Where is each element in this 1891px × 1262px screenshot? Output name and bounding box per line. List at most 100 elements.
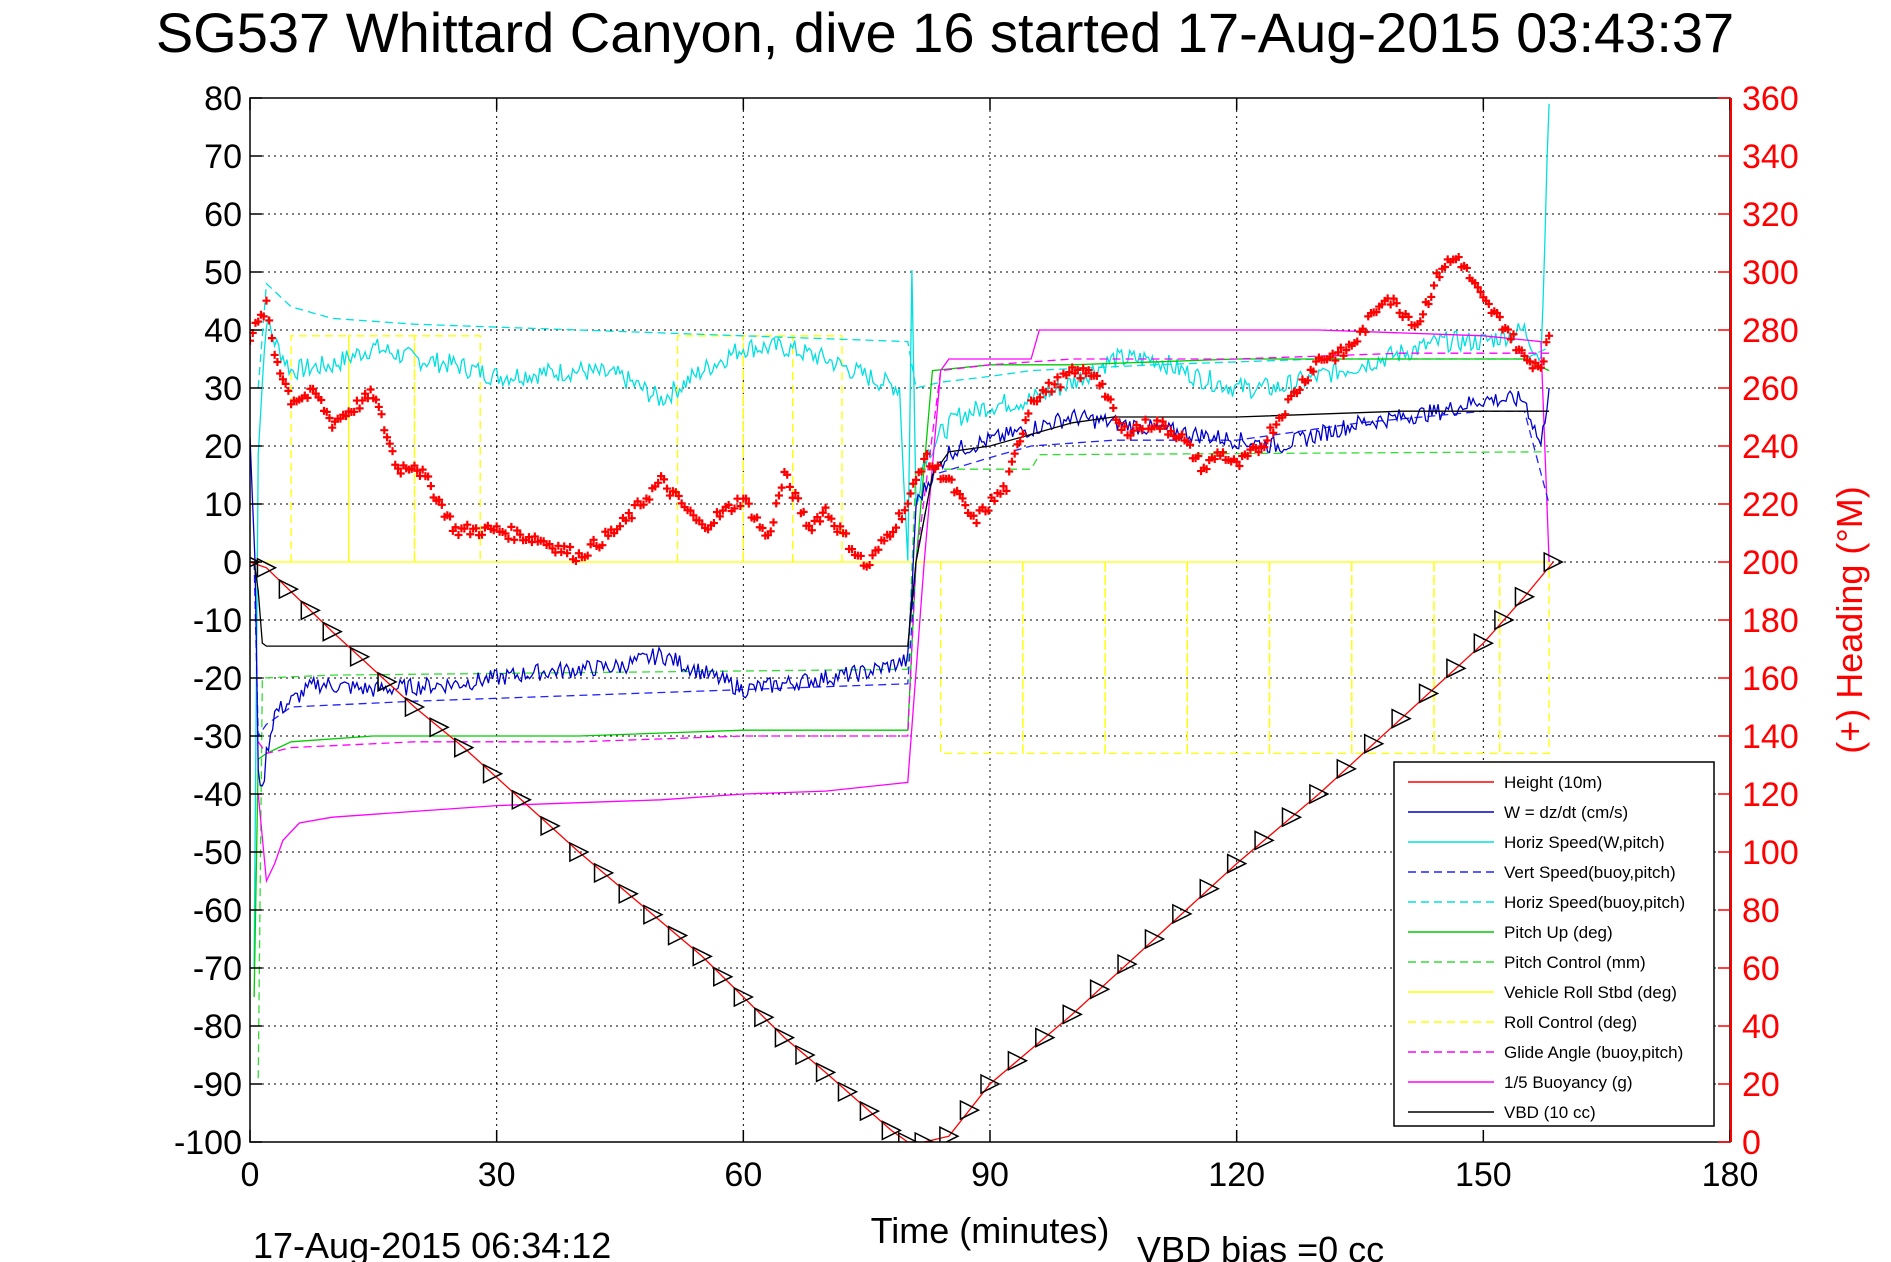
heading-marker — [410, 461, 419, 470]
heading-marker — [1392, 299, 1401, 308]
y2-tick-label: 280 — [1742, 312, 1799, 350]
roll-control-segment — [348, 335, 416, 562]
heading-marker — [686, 506, 695, 515]
heading-marker — [886, 532, 895, 541]
y-tick-label: -30 — [193, 718, 242, 756]
heading-marker — [350, 407, 359, 416]
heading-marker — [709, 519, 718, 528]
heading-marker — [1454, 253, 1463, 262]
legend-label-roll_control: Roll Control (deg) — [1504, 1013, 1637, 1032]
heading-marker — [1287, 391, 1296, 400]
heading-marker — [1098, 379, 1107, 388]
heading-marker — [1339, 351, 1348, 360]
y2-axis-label: (+) Heading (°M) — [1829, 486, 1870, 753]
heading-marker — [791, 488, 800, 497]
heading-marker — [912, 475, 920, 484]
heading-marker — [492, 522, 501, 531]
height-marker — [1473, 632, 1495, 654]
heading-marker — [477, 530, 486, 539]
y2-tick-label: 100 — [1742, 834, 1799, 872]
heading-marker — [645, 495, 654, 504]
height-marker — [837, 1081, 859, 1102]
heading-marker — [742, 494, 751, 503]
heading-marker — [847, 545, 856, 554]
series-buoyancy — [257, 329, 1550, 884]
y2-tick-label: 320 — [1742, 196, 1799, 234]
height-marker — [859, 1100, 881, 1122]
heading-marker — [836, 522, 845, 531]
heading-marker — [880, 536, 889, 545]
heading-marker — [874, 545, 883, 554]
series-height — [250, 551, 1564, 1142]
height-marker — [1363, 733, 1385, 754]
footer-timestamp: 17-Aug-2015 06:34:12 — [253, 1225, 611, 1262]
heading-marker — [955, 490, 964, 499]
height-marker — [1391, 708, 1412, 729]
heading-marker — [654, 478, 663, 487]
heading-marker — [920, 454, 929, 463]
heading-marker — [372, 395, 381, 404]
heading-marker — [1528, 364, 1537, 373]
heading-marker — [1254, 448, 1263, 457]
height-marker — [540, 815, 561, 837]
height-marker — [667, 925, 689, 946]
height-marker — [713, 966, 734, 987]
height-marker — [256, 557, 278, 579]
height-marker — [1281, 806, 1303, 828]
heading-marker — [1202, 465, 1211, 474]
heading-marker — [273, 357, 282, 366]
heading-marker — [627, 514, 636, 523]
x-tick-label: 90 — [971, 1156, 1009, 1194]
height-marker — [939, 1125, 960, 1142]
heading-marker — [383, 433, 392, 442]
heading-marker — [1506, 335, 1515, 344]
height-marker — [593, 862, 615, 884]
height-marker — [692, 946, 713, 967]
series-w — [250, 387, 1550, 787]
y-tick-label: 40 — [204, 312, 242, 350]
heading-marker — [633, 497, 642, 506]
heading-marker — [1079, 364, 1088, 373]
height-marker — [1446, 658, 1467, 679]
heading-marker — [1186, 440, 1195, 449]
heading-marker — [361, 389, 370, 398]
x-axis-label: Time (minutes) — [871, 1210, 1110, 1251]
heading-marker — [586, 540, 595, 549]
legend-label-horiz_w: Horiz Speed(W,pitch) — [1504, 833, 1665, 852]
heading-marker — [1076, 374, 1085, 383]
roll-control-segment — [676, 335, 744, 562]
height-marker — [795, 1044, 816, 1066]
heading-marker — [961, 501, 970, 510]
y-tick-label: 70 — [204, 138, 242, 176]
series-line-horiz_w — [253, 103, 1550, 969]
heading-marker — [1504, 325, 1512, 334]
heading-marker — [1440, 263, 1449, 272]
heading-marker — [322, 407, 331, 416]
heading-marker — [933, 461, 942, 470]
y2-tick-label: 200 — [1742, 544, 1799, 582]
heading-marker — [1260, 443, 1269, 452]
heading-marker — [583, 551, 592, 560]
height-marker — [278, 578, 300, 600]
height-marker — [1494, 609, 1515, 631]
heading-marker — [724, 501, 733, 510]
heading-marker — [1281, 410, 1290, 419]
series-horiz_w — [253, 103, 1550, 969]
y2-tick-label: 240 — [1742, 428, 1799, 466]
heading-marker — [501, 529, 510, 538]
heading-marker — [1539, 357, 1548, 366]
heading-marker — [833, 527, 842, 536]
heading-marker — [1109, 403, 1118, 412]
heading-marker — [317, 395, 326, 404]
heading-marker — [777, 483, 786, 492]
heading-marker — [744, 499, 753, 508]
heading-marker — [766, 527, 775, 536]
heading-marker — [1056, 383, 1065, 392]
heading-marker — [889, 528, 898, 537]
legend-label-vert_buoy: Vert Speed(buoy,pitch) — [1504, 863, 1676, 882]
heading-marker — [377, 410, 386, 419]
heading-marker — [358, 396, 367, 405]
heading-marker — [900, 506, 909, 515]
heading-marker — [454, 530, 463, 539]
heading-marker — [267, 334, 276, 343]
